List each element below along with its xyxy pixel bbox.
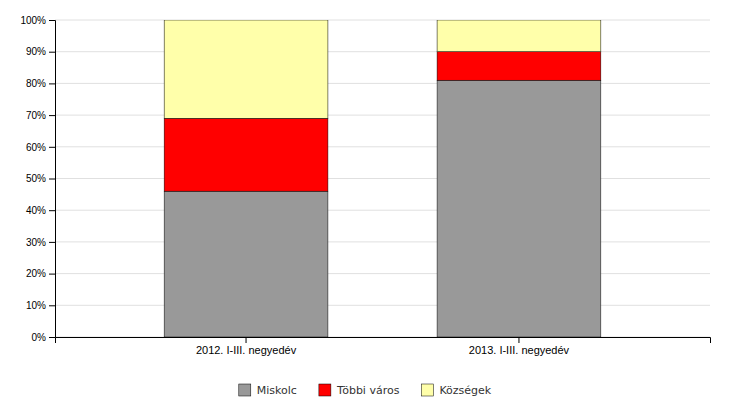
legend-label: Többi város [336, 384, 400, 397]
bar [437, 80, 601, 337]
legend: Miskolc Többi város Községek [239, 384, 492, 397]
grid-line [55, 83, 710, 84]
tick-mark [49, 242, 55, 243]
bar [164, 191, 328, 337]
tick-mark [49, 83, 55, 84]
tick-label: 2012. I-III. negyedév [196, 344, 297, 356]
tick-label: 0% [32, 332, 47, 343]
grid-line [55, 273, 710, 274]
axis-line [56, 338, 711, 344]
x-axis: 2012. I-III. negyedév 2013. I-III. negyed… [56, 337, 711, 356]
tick: 50% [26, 173, 55, 184]
tick: 70% [26, 110, 55, 121]
grid-line [55, 51, 710, 52]
grid [55, 20, 710, 337]
tick-label: 50% [26, 173, 46, 184]
tick: 100% [20, 15, 55, 26]
tick: 60% [26, 142, 55, 153]
grid-line [55, 20, 710, 21]
tick: 40% [26, 205, 55, 216]
grid-line [55, 210, 710, 211]
axis-line [49, 21, 56, 338]
legend-swatch [319, 384, 331, 396]
tick: 30% [26, 237, 55, 248]
bar [164, 118, 328, 191]
tick-label: 60% [26, 142, 46, 153]
tick: 0% [32, 332, 55, 343]
grid-line [55, 146, 710, 147]
tick-label: 40% [26, 205, 46, 216]
tick-mark [49, 210, 55, 211]
y-axis: 0% 10% 20% 30% 40% 50% 60% 70% 80% 90% 100% [20, 15, 55, 343]
tick-label: 10% [26, 300, 46, 311]
legend-label: Községek [439, 384, 491, 397]
tick-mark [49, 305, 55, 306]
tick-mark [49, 179, 55, 180]
grid-line [55, 178, 710, 179]
chart: 0% 10% 20% 30% 40% 50% 60% 70% 80% 90% 100% 2012. I… [0, 0, 730, 412]
tick: 10% [26, 300, 55, 311]
tick: 90% [26, 46, 55, 57]
tick-mark [49, 115, 55, 116]
legend-item: Többi város [319, 384, 400, 397]
grid-line [55, 305, 710, 306]
tick-label: 20% [26, 268, 46, 279]
tick-label: 90% [26, 46, 46, 57]
tick: 2013. I-III. negyedév [469, 337, 570, 356]
tick-label: 70% [26, 110, 46, 121]
tick-label: 80% [26, 78, 46, 89]
grid-line [55, 115, 710, 116]
tick-label: 100% [20, 15, 46, 26]
tick-mark [49, 274, 55, 275]
legend-swatch [239, 384, 251, 396]
tick-label: 30% [26, 237, 46, 248]
tick-mark [246, 337, 247, 343]
bar [437, 20, 601, 52]
tick-mark [49, 337, 55, 338]
bar [164, 20, 328, 118]
tick: 80% [26, 78, 55, 89]
legend-item: Községek [421, 384, 491, 397]
bars [164, 20, 601, 337]
tick-mark [518, 337, 519, 343]
bar [437, 52, 601, 81]
tick-label: 2013. I-III. negyedév [469, 344, 570, 356]
tick-mark [49, 147, 55, 148]
grid-line [55, 241, 710, 242]
tick: 2012. I-III. negyedév [196, 337, 297, 356]
legend-swatch [421, 384, 433, 396]
tick: 20% [26, 268, 55, 279]
legend-item: Miskolc [239, 384, 297, 397]
tick-mark [49, 20, 55, 21]
tick-mark [49, 52, 55, 53]
legend-label: Miskolc [257, 384, 297, 397]
